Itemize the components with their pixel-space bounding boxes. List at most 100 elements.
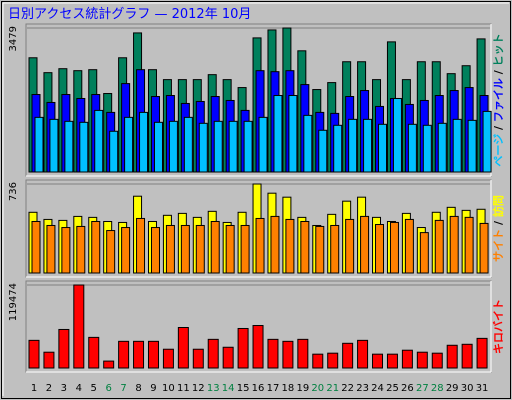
bar [449,215,459,274]
y-tick-label: 3479 [8,26,19,51]
bar [392,97,402,173]
legend: キロバイト [492,299,505,354]
bar [252,325,264,369]
bar [434,219,444,274]
bar [345,218,355,274]
x-tick-label: 31 [476,383,489,394]
bar [64,120,74,173]
bar [416,351,428,369]
bar [357,339,369,369]
x-tick-label: 7 [120,383,126,394]
x-tick-label: 16 [252,383,265,394]
x-tick-label: 19 [296,383,309,394]
x-tick-label: 3 [61,383,67,394]
x-tick-label: 21 [326,383,339,394]
bar [147,340,159,369]
x-tick-label: 6 [105,383,111,394]
x-tick-label: 24 [371,383,384,394]
bar [153,121,163,173]
bar [464,216,474,274]
bar [58,328,70,369]
bar [121,227,131,274]
legend-entry: サイト [492,229,505,262]
bar [61,227,71,274]
bar [318,129,328,173]
legend-entry: ページ [492,134,505,167]
bar [330,224,340,274]
legend-entry: ヒット [492,33,505,66]
legend-separator: / [492,122,505,134]
x-tick-label: 18 [282,383,295,394]
x-tick-label: 12 [192,383,205,394]
x-tick-label: 20 [311,383,324,394]
x-tick-label: 23 [356,383,369,394]
bar [124,116,134,173]
bar [431,352,443,369]
bar [342,342,354,369]
bar [192,348,204,369]
bar [348,118,358,173]
x-tick-label: 14 [222,383,235,394]
bar [198,122,208,173]
bar [437,122,447,173]
legend: サイト / 訪問 [491,195,505,262]
x-tick-label: 28 [431,383,444,394]
bar [34,116,44,173]
bar [133,340,145,369]
bar [288,95,298,173]
bar [243,120,253,173]
bar [378,123,388,173]
bar [183,116,193,173]
bar [225,224,235,274]
y-tick-label: 736 [8,182,19,201]
bar [213,120,223,173]
x-tick-label: 22 [341,383,354,394]
bar [461,343,473,369]
x-tick-label: 17 [267,383,280,394]
x-tick-label: 1 [31,383,37,394]
bar [207,338,219,369]
bar [419,232,429,274]
legend-separator: / [492,217,505,229]
x-tick-label: 26 [401,383,414,394]
bar [165,224,175,274]
bar [136,217,146,274]
bar [139,111,149,173]
bar [389,221,399,274]
bar [270,215,280,274]
bar [46,224,56,274]
bar [49,118,59,173]
bar [43,351,55,369]
bar [162,348,174,369]
bar [195,224,205,274]
bar [386,353,398,369]
x-tick-label: 25 [386,383,399,394]
bar [91,220,101,274]
bar [467,119,477,173]
legend: ページ / ファイル / ヒット [492,33,505,166]
x-tick-label: 5 [91,383,97,394]
bar [237,327,249,369]
x-tick-label: 11 [177,383,190,394]
bar [404,218,414,274]
bar [479,222,489,274]
bar [240,224,250,274]
bar [28,339,40,369]
bar [407,123,417,173]
bar [88,336,100,369]
bar [180,224,190,274]
bar [103,360,115,369]
x-tick-label: 30 [461,383,474,394]
legend-entry: キロバイト [492,299,505,354]
x-tick-label: 2 [46,383,52,394]
bar [375,224,385,274]
bar [452,118,462,173]
bar [401,349,413,369]
bar [315,225,325,274]
legend-separator: / [492,66,505,78]
bar [73,284,85,369]
bar [228,120,238,173]
bar [76,225,86,274]
